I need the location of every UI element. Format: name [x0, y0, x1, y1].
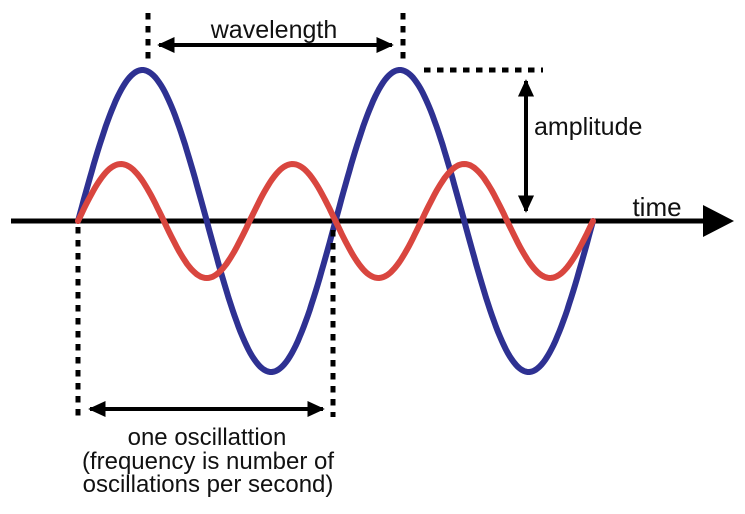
time-axis-group: time	[11, 192, 734, 237]
wavelength-label: wavelength	[210, 16, 337, 44]
high-frequency-wave	[75, 160, 596, 282]
oscillation-label-line3: oscillations per second)	[83, 471, 334, 498]
oscillation-label-line1: one oscillattion	[128, 424, 287, 451]
time-axis-label: time	[632, 192, 681, 222]
guide-lines	[75, 13, 543, 417]
time-axis-arrowhead-icon	[703, 205, 734, 237]
measure-arrows	[88, 36, 535, 418]
amplitude-label: amplitude	[534, 113, 642, 141]
oscillation-label-line2: (frequency is number of	[82, 448, 334, 475]
